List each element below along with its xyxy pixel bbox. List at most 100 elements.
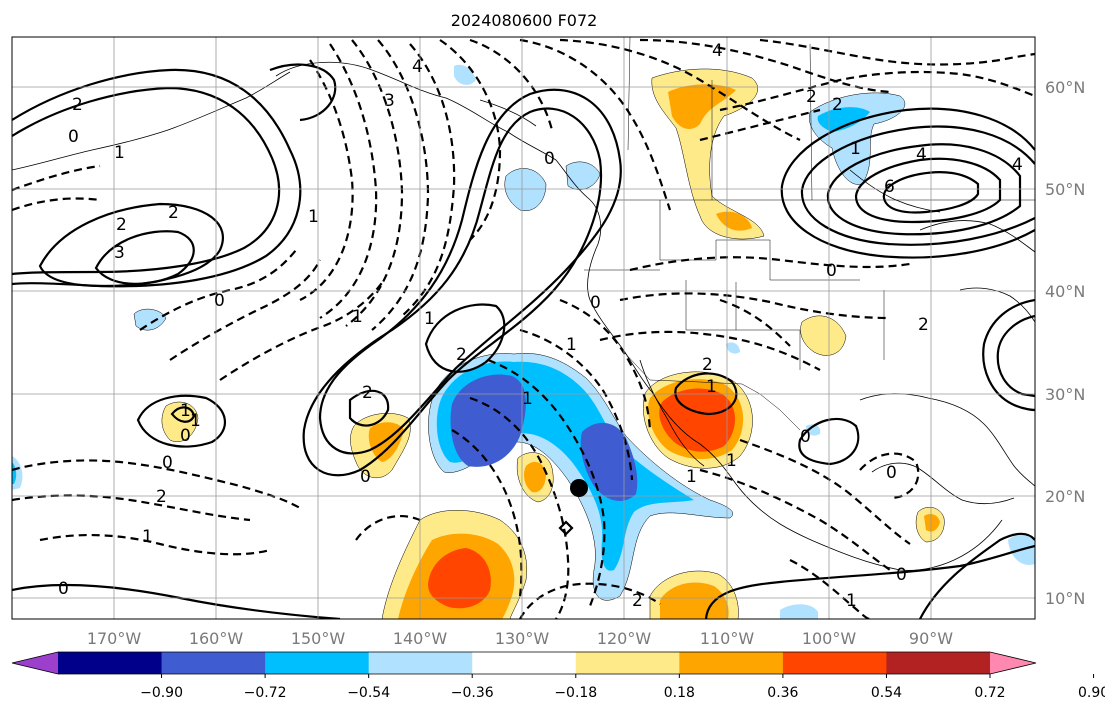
contour-label: 1 [726, 451, 737, 471]
contour-line [619, 292, 891, 320]
contour-line [859, 452, 920, 500]
longitude-label: 150°W [291, 629, 346, 648]
contour-label: 3 [114, 243, 125, 263]
contour-label: 0 [214, 291, 225, 311]
contour-label: 0 [162, 453, 173, 473]
longitude-labels: 170°W 160°W 150°W 140°W 130°W 120°W 110°… [87, 629, 953, 648]
colorbar-segment [161, 652, 266, 674]
contour-label: 1 [114, 143, 125, 163]
contour-line [699, 468, 891, 571]
contour-line [759, 38, 1035, 66]
longitude-label: 110°W [700, 629, 755, 648]
map-frame [11, 36, 1036, 620]
contour-line [269, 63, 337, 122]
coastline [651, 391, 1003, 571]
contour-label: 1 [308, 207, 319, 227]
colorbar-tick-label: −0.72 [244, 685, 287, 701]
contour-label: 4 [916, 145, 927, 165]
border-line [659, 200, 860, 281]
contour-line [919, 532, 1035, 619]
contour-label: 2 [832, 95, 843, 115]
positive-anomaly-area [660, 582, 729, 619]
contour-line [401, 43, 456, 317]
positive-anomaly-area [428, 548, 491, 609]
contour-label: 2 [156, 487, 167, 507]
contour-label: 2 [806, 87, 817, 107]
contour-label: 1 [352, 307, 363, 327]
latitude-label: 10°N [1045, 589, 1085, 608]
contour-line [38, 202, 224, 288]
contour-line [629, 256, 911, 272]
contour-line [319, 43, 378, 319]
contour-label: 0 [590, 293, 601, 313]
longitude-label: 100°W [802, 629, 857, 648]
coastline [275, 61, 653, 393]
contour-line [12, 494, 251, 522]
contour-label: 4 [712, 41, 723, 61]
contour-line [599, 330, 821, 371]
colorbar-segment [679, 652, 784, 674]
contour-label: 0 [58, 579, 69, 599]
contour-label: 2 [918, 315, 929, 335]
positive-anomaly-area [924, 514, 940, 532]
colorbar-tick-label: 0.18 [664, 685, 695, 701]
coastline [639, 359, 705, 467]
negative-anomaly-area [806, 424, 821, 436]
contour-line [12, 459, 301, 509]
contour-line [318, 88, 622, 455]
contour-label: 1 [706, 377, 717, 397]
contour-line [299, 59, 354, 301]
colorbar-segment [886, 652, 991, 674]
contour-label: 2 [116, 215, 127, 235]
border-line [809, 43, 813, 201]
contour-label: 6 [884, 177, 895, 197]
contour-line [469, 38, 554, 131]
contour-label: 1 [686, 467, 697, 487]
contour-line [487, 358, 606, 607]
coastline [479, 99, 537, 127]
contour-line [451, 429, 523, 597]
contour-line [12, 197, 101, 212]
coastline [919, 220, 1035, 253]
longitude-label: 140°W [393, 629, 448, 648]
anomaly-shading [12, 64, 1035, 619]
coastline [871, 462, 1015, 504]
colorbar-segment [58, 652, 163, 674]
contour-line [371, 39, 430, 331]
contour-label: 0 [360, 467, 371, 487]
contour-label: 2 [456, 345, 467, 365]
contour-line [519, 582, 661, 619]
latitude-label: 50°N [1045, 180, 1085, 199]
contour-label: 0 [68, 127, 79, 147]
negative-anomaly-area [580, 422, 638, 501]
contour-labels: 2 0 2 3 2 1 3 4 4 2 1 0 4 6 4 2 1 0 2 1 … [58, 41, 1023, 611]
negative-anomaly-area [817, 107, 870, 132]
colorbar-segment [575, 652, 680, 674]
contour-label: 1 [850, 139, 861, 159]
contour-line [469, 396, 570, 619]
contour-line [719, 70, 1035, 112]
colorbar: −0.90 −0.72 −0.54 −0.36 −0.18 0.18 0.36 0.54 0.7… [11, 651, 1105, 701]
contour-label: 2 [168, 203, 179, 223]
contour-line [136, 394, 227, 448]
colorbar-segment [368, 652, 473, 674]
contour-line [719, 298, 791, 347]
contour-line [699, 108, 821, 142]
contour-label: 1 [522, 389, 533, 409]
positive-anomaly-area [161, 401, 199, 442]
contour-line [854, 157, 1002, 224]
positive-anomaly-area [716, 211, 752, 231]
colorbar-extend-max [990, 652, 1036, 674]
coastline [12, 71, 291, 171]
longitude-label: 90°W [909, 629, 953, 648]
contour-line [882, 171, 980, 214]
latitude-label: 30°N [1045, 385, 1085, 404]
contour-line [639, 38, 891, 94]
contour-line [170, 406, 196, 423]
contour-line [800, 125, 1035, 246]
contour-line [439, 39, 502, 241]
contour-label: 0 [544, 149, 555, 169]
graticule [12, 37, 1035, 619]
longitude-label: 120°W [597, 629, 652, 648]
